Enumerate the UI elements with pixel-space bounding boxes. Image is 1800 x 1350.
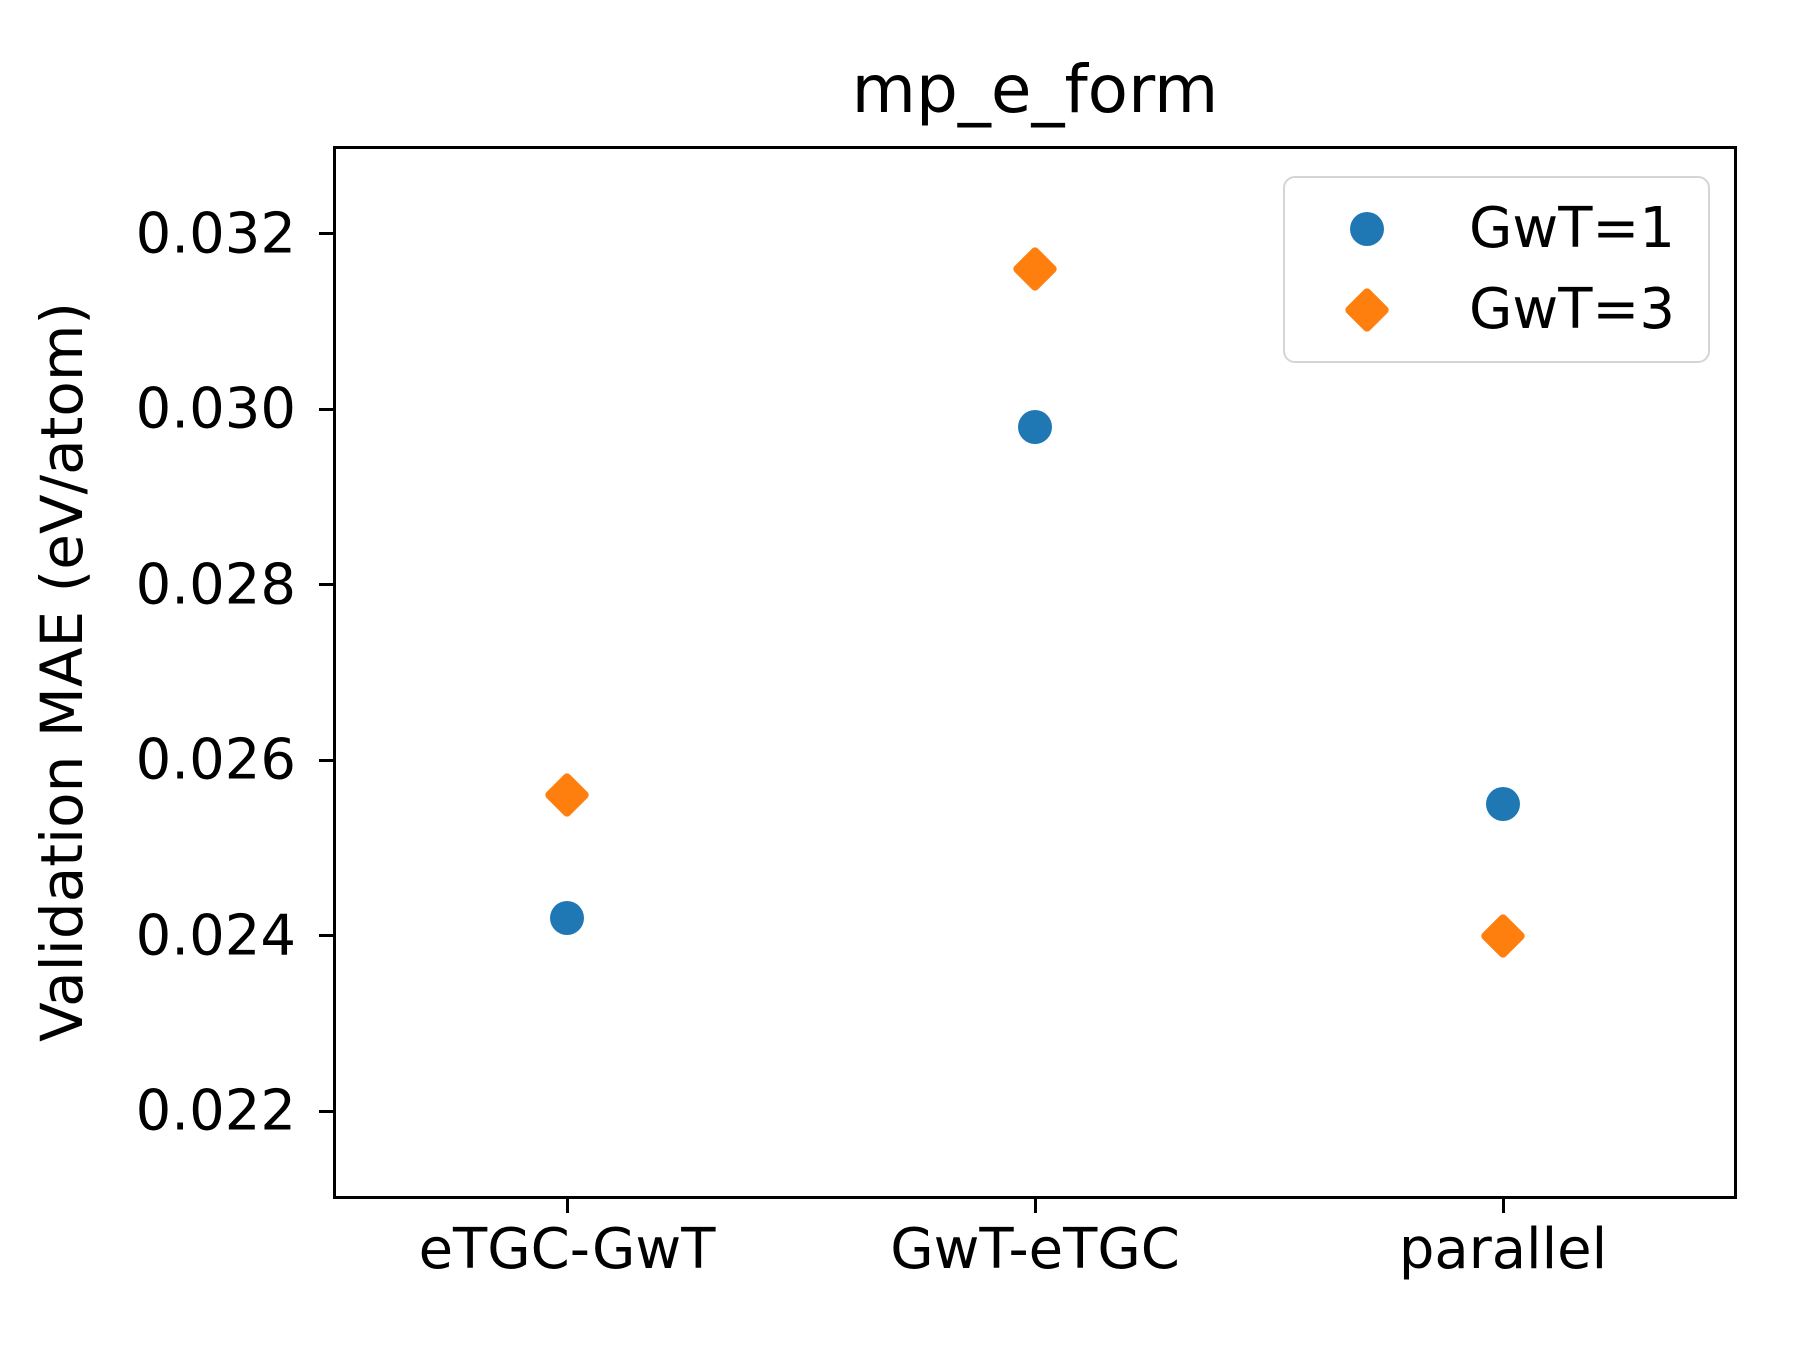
y-tick-label: 0.024	[135, 903, 296, 969]
y-tick-label: 0.022	[135, 1078, 296, 1144]
y-tick-label: 0.028	[135, 552, 296, 618]
legend-circle-icon	[1350, 211, 1384, 246]
y-tick-mark	[319, 934, 333, 938]
y-tick-label: 0.030	[135, 376, 296, 442]
legend-label: GwT=3	[1469, 277, 1675, 343]
y-tick-mark	[319, 583, 333, 587]
x-tick-mark	[1501, 1199, 1505, 1213]
x-tick-mark	[1033, 1199, 1037, 1213]
y-tick-mark	[319, 1109, 333, 1113]
data-point-circle	[550, 901, 584, 936]
chart-title: mp_e_form	[851, 51, 1219, 128]
legend-label: GwT=1	[1469, 195, 1675, 261]
y-tick-label: 0.032	[135, 201, 296, 267]
x-tick-label: GwT-eTGC	[890, 1217, 1180, 1282]
y-tick-mark	[319, 407, 333, 411]
y-tick-mark	[319, 758, 333, 762]
y-tick-label: 0.026	[135, 727, 296, 793]
y-tick-mark	[319, 232, 333, 236]
legend: GwT=1 GwT=3	[1283, 176, 1710, 363]
data-point-circle	[1018, 409, 1052, 444]
x-tick-mark	[565, 1199, 569, 1213]
legend-entry: GwT=3	[1285, 282, 1708, 338]
legend-entry: GwT=1	[1285, 195, 1708, 261]
x-tick-label: eTGC-GwT	[418, 1217, 716, 1282]
legend-diamond-icon	[1343, 286, 1391, 334]
legend-marker-box	[1343, 286, 1391, 334]
x-tick-label: parallel	[1398, 1217, 1608, 1282]
legend-marker-box	[1345, 207, 1389, 251]
data-point-circle	[1486, 787, 1520, 822]
